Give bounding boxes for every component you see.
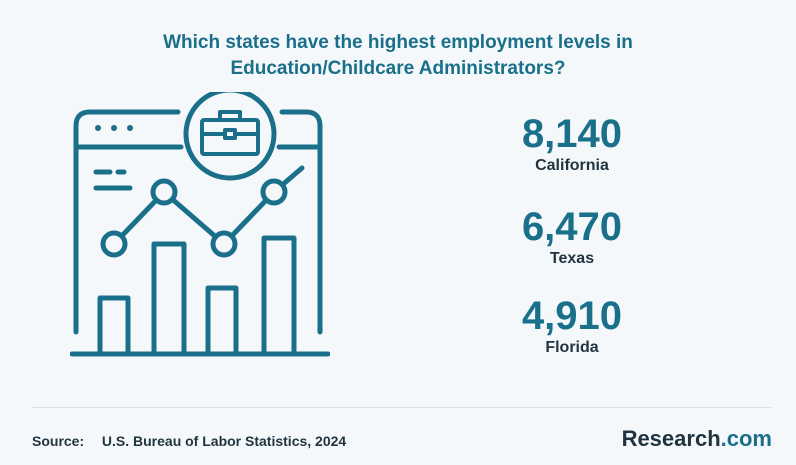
title-line-1: Which states have the highest employment…	[163, 32, 633, 53]
bar-1	[97, 295, 131, 357]
stat-value: 4,910	[521, 294, 623, 338]
bar-2	[151, 241, 187, 357]
brand-tld: .com	[720, 426, 772, 451]
brand-name: Research	[621, 426, 721, 451]
briefcase-circle	[183, 92, 277, 181]
window-frame-right	[279, 109, 323, 335]
dashboard-chart-illustration	[70, 92, 330, 357]
window-frame	[73, 109, 181, 335]
window-dot-2	[111, 125, 117, 131]
trend-node-3	[210, 230, 238, 258]
stat-texas: 6,470 Texas	[472, 205, 672, 269]
stat-california: 8,140 California	[472, 112, 672, 176]
trend-node-2	[150, 178, 178, 206]
stat-value: 6,470	[521, 205, 623, 249]
footer-divider	[32, 407, 772, 408]
briefcase-icon	[200, 110, 260, 156]
source-text: U.S. Bureau of Labor Statistics, 2024	[101, 433, 347, 449]
source-line: Source: U.S. Bureau of Labor Statistics,…	[32, 433, 346, 449]
source-label: Source:	[32, 433, 85, 449]
trend-node-4	[260, 178, 288, 206]
stat-value: 8,140	[521, 112, 623, 156]
bar-3	[205, 285, 239, 357]
brand-logo: Research.com	[622, 426, 772, 452]
title-line-2: Education/Childcare Administrators?	[230, 58, 566, 79]
window-dot-3	[127, 125, 133, 131]
trend-node-1	[100, 230, 128, 258]
bar-4	[261, 235, 297, 357]
stat-state: California	[535, 157, 609, 174]
window-dot-1	[95, 125, 101, 131]
stat-florida: 4,910 Florida	[472, 294, 672, 358]
page-title: Which states have the highest employment…	[0, 30, 796, 82]
stat-state: Texas	[549, 250, 595, 267]
stat-state: Florida	[545, 339, 599, 356]
